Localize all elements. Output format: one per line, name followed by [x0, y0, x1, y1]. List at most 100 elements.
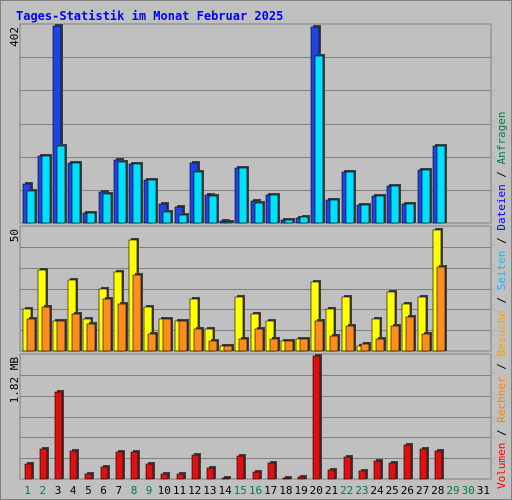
legend-item: Besuche [495, 310, 508, 356]
bar-sites-day-14 [223, 345, 233, 352]
bar-files-day-18 [284, 219, 294, 224]
x-tick-label: 17 [264, 484, 277, 497]
x-tick-label: 15 [234, 484, 247, 497]
x-tick-label: 6 [100, 484, 107, 497]
x-tick-label: 14 [218, 484, 232, 497]
x-tick-label: 28 [431, 484, 444, 497]
bar-kbytes-day-18 [282, 477, 291, 480]
bar-files-day-17 [269, 194, 279, 224]
bar-sites-day-2 [41, 306, 51, 352]
x-tick-label: 11 [173, 484, 186, 497]
x-tick-label: 29 [446, 484, 459, 497]
bar-kbytes-day-3 [54, 391, 63, 480]
x-tick-label: 13 [203, 484, 216, 497]
bar-files-day-26 [405, 203, 415, 224]
series-sites [26, 265, 447, 352]
bar-sites-day-22 [345, 325, 355, 352]
bar-files-day-2 [41, 155, 51, 224]
x-tick-label: 3 [55, 484, 62, 497]
bar-kbytes-day-21 [327, 469, 336, 480]
x-tick-label: 24 [370, 484, 384, 497]
x-tick-label: 2 [39, 484, 46, 497]
legend-item: Rechner [495, 376, 508, 423]
x-tick-label: 5 [85, 484, 92, 497]
bar-kbytes-day-14 [221, 477, 230, 480]
bar-files-day-3 [56, 145, 66, 224]
x-tick-label: 31 [477, 484, 490, 497]
bar-shadow [285, 476, 292, 479]
bar-sites-day-25 [390, 325, 400, 352]
bar-sites-day-11 [178, 320, 188, 352]
bar-sites-day-1 [26, 318, 36, 352]
bar-sites-day-15 [238, 338, 248, 352]
y-max-label: 50 [8, 229, 21, 242]
x-tick-label: 23 [355, 484, 368, 497]
bar-files-day-10 [162, 211, 172, 224]
series-kbytes [24, 354, 444, 480]
x-tick-label: 4 [70, 484, 77, 497]
bar-files-day-28 [436, 145, 446, 224]
bar-kbytes-day-25 [388, 462, 397, 480]
bar-files-day-27 [421, 169, 431, 224]
x-tick-label: 7 [115, 484, 122, 497]
bar-files-day-16 [254, 202, 264, 224]
bar-files-day-19 [299, 216, 309, 224]
bar-files-day-12 [193, 171, 203, 224]
bar-kbytes-day-16 [252, 471, 261, 480]
bar-sites-day-4 [71, 313, 81, 352]
legend-text: Volumen / Rechner / Besuche / Seiten / D… [495, 111, 508, 489]
bar-kbytes-day-5 [84, 473, 93, 480]
legend-separator: / [495, 423, 508, 443]
bar-files-day-25 [390, 185, 400, 224]
bar-sites-day-10 [162, 318, 172, 352]
x-tick-label: 9 [146, 484, 153, 497]
bar-sites-day-24 [375, 338, 385, 352]
bar-kbytes-day-6 [100, 466, 109, 480]
bar-kbytes-day-28 [434, 450, 443, 480]
bar-sites-day-21 [329, 335, 339, 352]
bar-kbytes-day-22 [343, 456, 352, 480]
legend-item: Seiten [495, 251, 508, 291]
x-axis-day-labels: 1 2 3 4 5 6 7 8 9 10 11 12 13 14 15 16 17 18 19 20 21 22 23 24 2… [24, 484, 490, 497]
bar-files-day-24 [375, 195, 385, 224]
bar-kbytes-day-1 [24, 463, 33, 480]
bar-files-day-20 [314, 55, 324, 224]
legend-item: Anfragen [495, 111, 508, 164]
bar-kbytes-day-7 [115, 451, 124, 480]
bar-sites-day-5 [86, 323, 96, 352]
bar-files-day-11 [178, 214, 188, 224]
bar-sites-day-26 [405, 316, 415, 352]
series-files [26, 54, 447, 224]
legend-separator: / [495, 164, 508, 184]
bar-files-day-23 [360, 204, 370, 224]
bar-files-day-21 [329, 199, 339, 224]
legend-separator: / [495, 357, 508, 377]
panel-besuche-rechner: 50 [8, 225, 492, 352]
bar-kbytes-day-12 [191, 454, 200, 480]
bar-sites-day-13 [208, 340, 218, 352]
bar-files-day-9 [147, 179, 157, 224]
x-tick-label: 21 [325, 484, 338, 497]
panel-volumen: 1.82 MB [8, 353, 492, 480]
x-tick-label: 27 [416, 484, 429, 497]
x-tick-label: 16 [249, 484, 262, 497]
bar-kbytes-day-4 [69, 450, 78, 480]
bar-kbytes-day-13 [206, 467, 215, 480]
y-max-label: 402 [8, 27, 21, 47]
bar-files-day-13 [208, 195, 218, 224]
x-tick-label: 26 [401, 484, 414, 497]
bar-kbytes-day-17 [267, 462, 276, 480]
bar-sites-day-28 [436, 266, 446, 352]
bar-kbytes-day-2 [39, 448, 48, 480]
x-tick-label: 10 [158, 484, 171, 497]
bar-files-day-8 [132, 163, 142, 224]
legend-item: Dateien [495, 184, 508, 230]
bar-kbytes-day-19 [297, 476, 306, 480]
bar-kbytes-day-26 [403, 444, 412, 480]
chart-panels: 402 50 1.82 MB [8, 23, 492, 480]
x-tick-label: 12 [188, 484, 201, 497]
bar-sites-day-23 [360, 343, 370, 352]
bar-kbytes-day-24 [373, 460, 382, 480]
bar-shadow [224, 476, 231, 479]
